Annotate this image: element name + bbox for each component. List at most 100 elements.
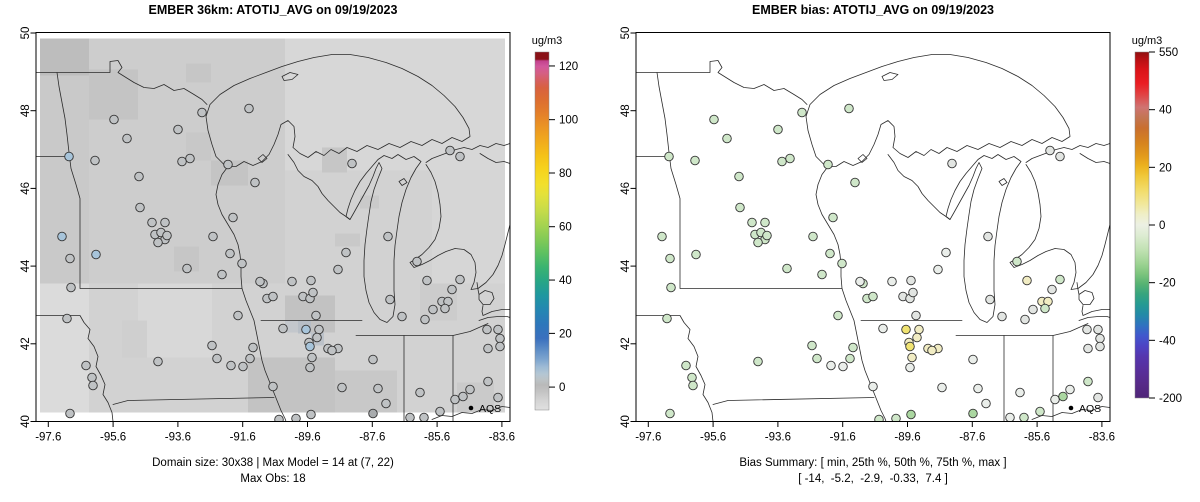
state-boundary	[712, 397, 875, 405]
lake-outline	[998, 178, 1008, 186]
station-point	[238, 361, 248, 372]
raster-cell	[138, 283, 212, 358]
station-point	[337, 382, 347, 393]
station-point	[450, 394, 460, 405]
station-point	[1083, 343, 1093, 354]
aqs-legend-label: AQS	[1079, 403, 1101, 415]
station-point	[812, 353, 822, 364]
raster-cell	[285, 320, 298, 333]
station-point	[57, 231, 67, 242]
colorbar-units-label: ug/m3	[1132, 35, 1163, 47]
station-point	[657, 231, 667, 242]
raster-cell	[432, 170, 505, 284]
station-point	[777, 156, 787, 167]
colorbar-tick-label: -200	[1159, 393, 1182, 405]
station-point	[906, 409, 916, 420]
station-point	[973, 383, 983, 394]
y-tick-label: 48	[20, 104, 32, 117]
station-point	[807, 340, 817, 351]
station-point	[91, 249, 101, 260]
colorbar-tick-label: -20	[1159, 278, 1176, 290]
station-point	[1093, 324, 1103, 335]
station-point	[122, 133, 132, 144]
station-point	[306, 275, 316, 286]
station-point	[483, 376, 493, 387]
raster-cell	[335, 233, 360, 247]
model-map-svg: AQS -97.6 -95.6 -93.6 -91.6 -89.6 -87.6 -85.6 -8…	[20, 27, 578, 444]
panel-model-title: EMBER 36km: ATOTIJ_AVG on 09/19/2023	[148, 3, 398, 17]
station-point	[968, 354, 978, 365]
lake-outline	[257, 154, 268, 163]
station-point	[681, 360, 691, 371]
raster-cell	[40, 38, 89, 76]
state-boundary	[636, 315, 714, 422]
station-point	[305, 341, 315, 352]
station-point	[901, 324, 911, 335]
station-point	[762, 230, 772, 241]
station-point	[274, 414, 284, 422]
station-point	[65, 408, 75, 419]
station-point	[878, 323, 888, 334]
model-caption-maxobs: Max Obs: 18	[240, 473, 306, 485]
station-point	[368, 354, 378, 365]
station-point	[311, 310, 321, 321]
raster-cell	[40, 283, 89, 413]
station-point	[1019, 412, 1029, 422]
station-point	[333, 264, 343, 275]
station-point	[983, 231, 993, 242]
station-point	[968, 408, 978, 419]
station-point	[162, 230, 172, 241]
lake-outline	[1025, 143, 1110, 163]
station-point	[64, 151, 74, 162]
aqs-legend-label: AQS	[479, 403, 501, 415]
aqs-legend-marker	[468, 405, 474, 411]
station-point	[419, 412, 429, 422]
bias-map-svg: AQS -97.6 -95.6 -93.6 -91.6 -89.6 -87.6 -85.6 -8…	[620, 27, 1182, 444]
y-tick-label: 42	[620, 337, 632, 350]
colorbar-tick-label: -40	[1159, 335, 1176, 347]
aqs-legend-marker	[1068, 405, 1074, 411]
station-point	[709, 114, 719, 125]
station-point	[1055, 151, 1065, 162]
station-point	[837, 258, 847, 269]
station-point	[81, 360, 91, 371]
x-tick-label: -91.6	[830, 432, 856, 444]
lake-outline	[409, 164, 510, 290]
state-boundary	[636, 60, 808, 105]
colorbar	[1134, 51, 1150, 399]
station-point	[1035, 406, 1045, 417]
station-point	[314, 324, 324, 335]
station-point	[848, 342, 858, 353]
station-point	[773, 124, 783, 135]
station-point	[447, 284, 457, 295]
station-point	[226, 360, 236, 371]
station-point	[933, 264, 943, 275]
model-caption-domain: Domain size: 30x38 | Max Model = 14 at (…	[152, 457, 394, 469]
station-point	[197, 107, 207, 118]
model-plot-area	[36, 38, 510, 422]
station-point	[785, 153, 795, 164]
station-point	[287, 276, 297, 287]
station-point	[341, 247, 351, 258]
station-point	[1047, 284, 1057, 295]
station-point	[301, 324, 311, 335]
station-point	[153, 356, 163, 367]
lake-outline	[857, 154, 868, 163]
state-boundary	[1076, 282, 1110, 321]
station-point	[1040, 303, 1050, 314]
station-point	[1065, 384, 1075, 395]
station-point	[135, 202, 145, 213]
lake-outline	[479, 153, 510, 164]
station-point	[255, 276, 265, 287]
station-point	[445, 145, 455, 156]
station-point	[248, 342, 258, 353]
y-tick-label: 50	[620, 27, 632, 40]
x-tick-label: -93.6	[165, 432, 191, 444]
panel-bias: EMBER bias: ATOTIJ_AVG on 09/19/2023 AQS…	[600, 0, 1200, 502]
station-point	[412, 256, 422, 267]
panel-model: EMBER 36km: ATOTIJ_AVG on 09/19/2023 AQS…	[20, 3, 578, 485]
station-point	[797, 107, 807, 118]
station-point	[88, 380, 98, 391]
x-tick-label: -97.6	[35, 432, 61, 444]
station-point	[109, 114, 119, 125]
